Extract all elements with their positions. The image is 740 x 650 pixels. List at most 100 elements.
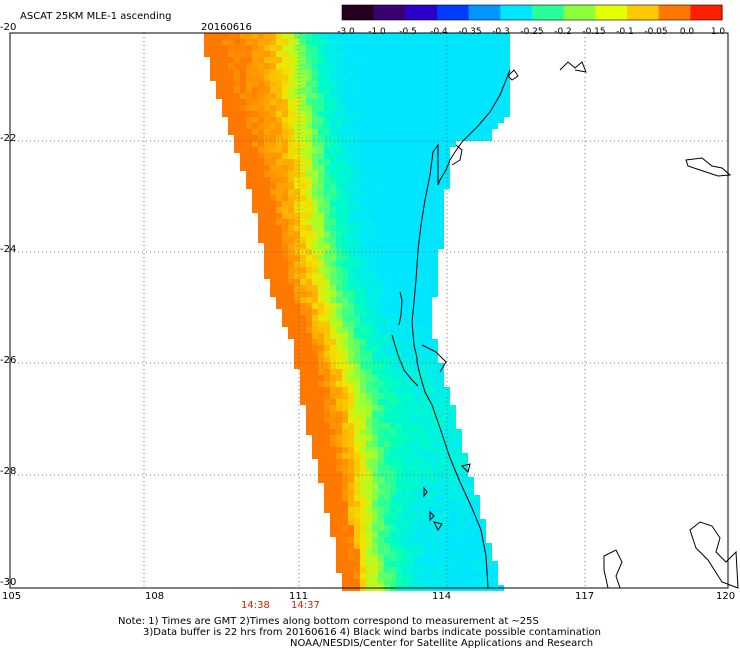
- swath-cell: [318, 261, 324, 267]
- swath-cell: [498, 39, 504, 45]
- swath-cell: [234, 69, 240, 75]
- swath-cell: [384, 417, 390, 423]
- swath-cell: [498, 57, 504, 63]
- swath-cell: [378, 405, 384, 411]
- swath-cell: [438, 561, 444, 567]
- swath-cell: [270, 153, 276, 159]
- swath-cell: [450, 489, 456, 495]
- swath-cell: [294, 267, 300, 273]
- swath-cell: [360, 351, 366, 357]
- swath-cell: [438, 495, 444, 501]
- swath-cell: [336, 327, 342, 333]
- swath-cell: [336, 411, 342, 417]
- swath-cell: [336, 87, 342, 93]
- swath-cell: [432, 279, 438, 285]
- swath-cell: [336, 471, 342, 477]
- swath-cell: [390, 81, 396, 87]
- swath-cell: [306, 417, 312, 423]
- swath-cell: [324, 465, 330, 471]
- swath-cell: [384, 159, 390, 165]
- swath-cell: [348, 261, 354, 267]
- swath-cell: [324, 69, 330, 75]
- swath-cell: [438, 411, 444, 417]
- swath-cell: [438, 363, 444, 369]
- swath-cell: [336, 495, 342, 501]
- swath-cell: [288, 165, 294, 171]
- swath-cell: [444, 561, 450, 567]
- swath-cell: [450, 123, 456, 129]
- swath-cell: [300, 207, 306, 213]
- swath-cell: [504, 105, 510, 111]
- swath-cell: [420, 459, 426, 465]
- swath-cell: [342, 111, 348, 117]
- swath-cell: [372, 525, 378, 531]
- swath-cell: [348, 525, 354, 531]
- swath-cell: [390, 39, 396, 45]
- swath-cell: [336, 231, 342, 237]
- swath-cell: [300, 33, 306, 39]
- swath-cell: [276, 303, 282, 309]
- swath-cell: [408, 45, 414, 51]
- swath-cell: [468, 81, 474, 87]
- swath-cell: [414, 69, 420, 75]
- swath-cell: [324, 297, 330, 303]
- swath-cell: [276, 81, 282, 87]
- swath-cell: [384, 501, 390, 507]
- swath-cell: [348, 303, 354, 309]
- swath-cell: [312, 213, 318, 219]
- swath-cell: [246, 39, 252, 45]
- swath-cell: [378, 69, 384, 75]
- swath-cell: [408, 351, 414, 357]
- swath-cell: [330, 465, 336, 471]
- swath-cell: [312, 129, 318, 135]
- swath-cell: [414, 471, 420, 477]
- swath-cell: [366, 243, 372, 249]
- swath-cell: [486, 573, 492, 579]
- swath-cell: [324, 447, 330, 453]
- swath-cell: [336, 159, 342, 165]
- coast-islet-2: [429, 510, 435, 522]
- swath-cell: [390, 171, 396, 177]
- swath-cell: [384, 393, 390, 399]
- swath-cell: [348, 345, 354, 351]
- swath-cell: [492, 573, 498, 579]
- swath-cell: [324, 303, 330, 309]
- swath-cell: [450, 423, 456, 429]
- swath-cell: [336, 183, 342, 189]
- swath-cell: [324, 441, 330, 447]
- swath-cell: [372, 81, 378, 87]
- swath-cell: [282, 267, 288, 273]
- swath-cell: [222, 45, 228, 51]
- product-title: ASCAT 25KM MLE-1 ascending: [20, 11, 172, 22]
- swath-cell: [474, 555, 480, 561]
- swath-cell: [456, 135, 462, 141]
- swath-cell: [408, 465, 414, 471]
- swath-cell: [420, 441, 426, 447]
- swath-cell: [306, 135, 312, 141]
- swath-cell: [396, 45, 402, 51]
- swath-cell: [318, 321, 324, 327]
- swath-cell: [312, 267, 318, 273]
- swath-cell: [390, 519, 396, 525]
- swath-cell: [360, 495, 366, 501]
- swath-cell: [366, 279, 372, 285]
- swath-cell: [396, 213, 402, 219]
- swath-cell: [378, 171, 384, 177]
- swath-cell: [408, 141, 414, 147]
- swath-cell: [444, 537, 450, 543]
- swath-cell: [276, 69, 282, 75]
- swath-cell: [402, 123, 408, 129]
- swath-cell: [450, 69, 456, 75]
- swath-cell: [408, 579, 414, 585]
- swath-cell: [360, 543, 366, 549]
- swath-cell: [432, 63, 438, 69]
- swath-cell: [378, 549, 384, 555]
- swath-cell: [336, 543, 342, 549]
- swath-cell: [390, 543, 396, 549]
- swath-cell: [246, 63, 252, 69]
- swath-cell: [390, 105, 396, 111]
- swath-cell: [378, 333, 384, 339]
- swath-cell: [486, 45, 492, 51]
- swath-cell: [372, 489, 378, 495]
- swath-cell: [414, 177, 420, 183]
